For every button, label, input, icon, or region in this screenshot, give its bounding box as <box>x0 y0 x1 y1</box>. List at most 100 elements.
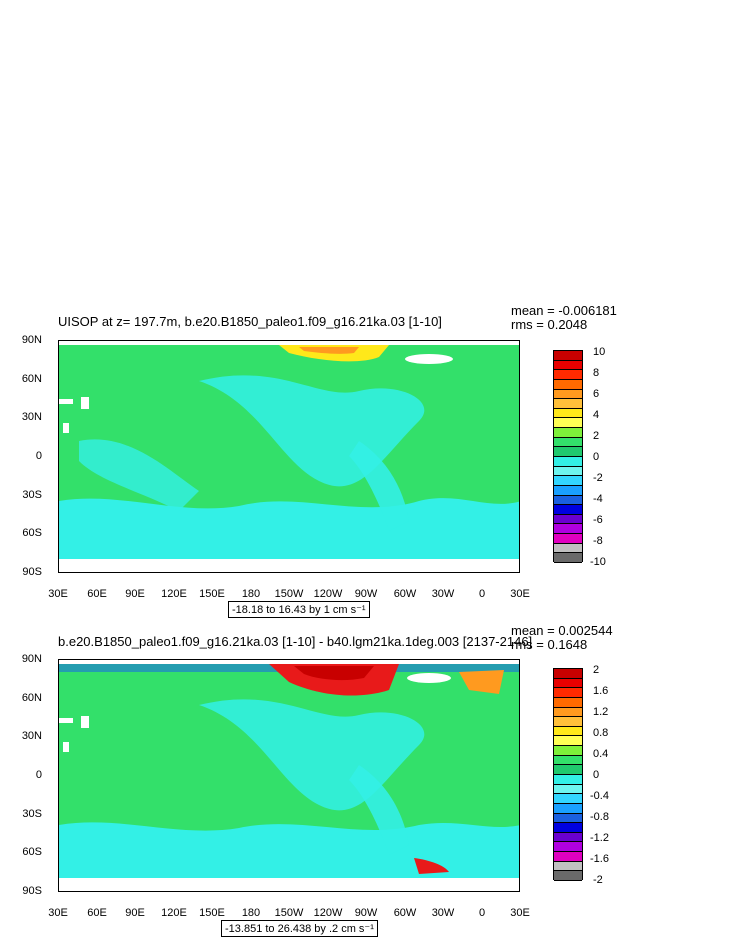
mean-value: mean = -0.006181 <box>511 303 617 318</box>
colorbar-swatch <box>554 418 582 429</box>
x-axis-label: 150W <box>274 588 304 600</box>
colorbar-swatch <box>554 476 582 486</box>
colorbar-label: -6 <box>593 514 603 526</box>
colorbar-label: -2 <box>593 472 603 484</box>
map-plot <box>58 340 520 573</box>
x-axis-label: 30E <box>510 588 530 600</box>
colorbar-swatch <box>554 514 582 525</box>
x-axis-label: 60E <box>87 907 107 919</box>
colorbar-label: 1.2 <box>593 706 609 718</box>
panel-1: UISOP at z= 197.7m, b.e20.B1850_paleo1.f… <box>21 303 617 618</box>
colorbar-swatch <box>554 717 582 727</box>
colorbar-label: -0.8 <box>590 811 609 823</box>
x-axis-label: 60W <box>393 907 417 919</box>
colorbar-swatch <box>554 485 582 496</box>
colorbar-swatch <box>554 775 582 785</box>
colorbar-swatch <box>554 524 582 535</box>
y-axis-label: 30S <box>22 489 42 501</box>
colorbar-swatch <box>554 534 582 544</box>
colorbar-swatch <box>554 447 582 457</box>
colorbar-swatch <box>554 707 582 718</box>
x-axis-label: 150W <box>274 907 304 919</box>
x-axis-label: 30W <box>431 907 455 919</box>
x-axis-label: 180 <box>241 907 261 919</box>
x-axis-label: 60W <box>393 588 417 600</box>
x-axis-label: 30E <box>510 907 530 919</box>
rms-value: rms = 0.1648 <box>511 637 588 652</box>
x-axis-label: 30E <box>48 588 68 600</box>
x-axis-label: 150E <box>199 907 225 919</box>
colorbar-boxes <box>553 350 583 563</box>
colorbar-swatch <box>554 399 582 409</box>
x-axis-label: 0 <box>478 588 486 600</box>
colorbar-swatch <box>554 543 582 554</box>
colorbar-label: -8 <box>593 535 603 547</box>
colorbar-swatch <box>554 669 582 679</box>
colorbar-swatch <box>554 428 582 438</box>
colorbar <box>553 350 583 563</box>
x-axis-label: 90E <box>125 907 145 919</box>
colorbar-swatch <box>554 408 582 419</box>
colorbar-swatch <box>554 437 582 448</box>
colorbar-label: 8 <box>593 367 600 379</box>
colorbar-label: 4 <box>593 409 600 421</box>
y-axis-label: 60S <box>22 846 42 858</box>
y-axis-label: 30S <box>22 808 42 820</box>
x-axis-label: 90W <box>354 588 378 600</box>
colorbar-label: -2 <box>593 874 603 886</box>
colorbar-swatch <box>554 823 582 833</box>
colorbar-label: 0 <box>593 769 600 781</box>
x-axis-label: 120E <box>161 588 187 600</box>
y-axis-label: 90S <box>22 566 42 578</box>
y-axis-label: 90S <box>22 885 42 897</box>
x-axis-label: 90W <box>354 907 378 919</box>
colorbar <box>553 668 583 881</box>
colorbar-swatch <box>554 697 582 708</box>
rms-value: rms = 0.2048 <box>511 317 588 332</box>
y-axis-label: 60N <box>21 692 42 704</box>
colorbar-swatch <box>554 495 582 506</box>
map-field <box>59 660 519 891</box>
mean-value: mean = 0.002544 <box>511 623 613 638</box>
map-plot <box>58 659 520 892</box>
colorbar-label: 0.4 <box>593 748 609 760</box>
x-axis-label: 180 <box>241 588 261 600</box>
colorbar-boxes <box>553 668 583 881</box>
y-axis-label: 0 <box>35 450 42 462</box>
colorbar-label: 1.6 <box>593 685 609 697</box>
colorbar-swatch <box>554 379 582 390</box>
colorbar-swatch <box>554 861 582 872</box>
x-axis-label: 30W <box>431 588 455 600</box>
panel-title: b.e20.B1850_paleo1.f09_g16.21ka.03 [1-10… <box>58 634 533 649</box>
colorbar-label: 6 <box>593 388 600 400</box>
colorbar-swatch <box>554 755 582 766</box>
colorbar-label: -0.4 <box>590 790 609 802</box>
y-axis-label: 30N <box>21 411 42 423</box>
colorbar-swatch <box>554 351 582 361</box>
colorbar-swatch <box>554 746 582 756</box>
panel-title: UISOP at z= 197.7m, b.e20.B1850_paleo1.f… <box>58 314 442 329</box>
x-axis-label: 90E <box>125 588 145 600</box>
y-axis-label: 60S <box>22 527 42 539</box>
x-axis-label: 120W <box>313 588 343 600</box>
colorbar-swatch <box>554 813 582 824</box>
colorbar-label: 10 <box>593 346 606 358</box>
x-axis-label: 0 <box>478 907 486 919</box>
y-axis-label: 30N <box>21 730 42 742</box>
colorbar-label: 2 <box>593 664 600 676</box>
colorbar-swatch <box>554 852 582 862</box>
colorbar-swatch <box>554 457 582 467</box>
y-axis-label: 0 <box>35 769 42 781</box>
colorbar-swatch <box>554 688 582 698</box>
colorbar-label: -4 <box>593 493 603 505</box>
colorbar-label: -1.2 <box>590 832 609 844</box>
colorbar-label: 0 <box>593 451 600 463</box>
colorbar-swatch <box>554 389 582 400</box>
colorbar-swatch <box>554 678 582 689</box>
colorbar-swatch <box>554 726 582 737</box>
colorbar-swatch <box>554 505 582 515</box>
colorbar-swatch <box>554 765 582 775</box>
contour-range-label: -18.18 to 16.43 by 1 cm s⁻¹ <box>228 601 370 618</box>
colorbar-swatch <box>554 466 582 477</box>
